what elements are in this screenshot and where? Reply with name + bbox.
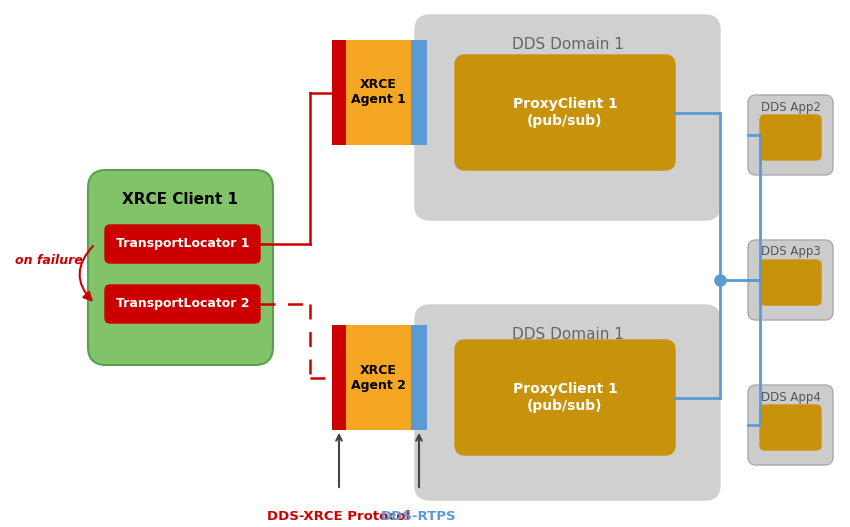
FancyBboxPatch shape	[760, 260, 821, 305]
Text: on failure: on failure	[15, 253, 82, 267]
Bar	[346, 40, 411, 145]
Bar	[411, 325, 427, 430]
FancyBboxPatch shape	[105, 225, 260, 263]
Text: ProxyClient 1
(pub/sub): ProxyClient 1 (pub/sub)	[513, 383, 617, 413]
Text: DDS-XRCE Protocol: DDS-XRCE Protocol	[268, 510, 411, 523]
Text: XRCE Client 1: XRCE Client 1	[122, 192, 239, 207]
FancyBboxPatch shape	[760, 405, 821, 450]
Bar	[332, 40, 346, 145]
Text: DDS Domain 1: DDS Domain 1	[512, 37, 623, 52]
Text: DDS App2: DDS App2	[761, 101, 820, 113]
FancyBboxPatch shape	[105, 285, 260, 323]
Bar	[346, 325, 411, 430]
FancyBboxPatch shape	[748, 240, 833, 320]
FancyBboxPatch shape	[455, 55, 675, 170]
FancyArrowPatch shape	[80, 246, 93, 300]
Text: XRCE
Agent 1: XRCE Agent 1	[351, 79, 406, 106]
Text: DDS App4: DDS App4	[761, 391, 820, 404]
Text: DDS Domain 1: DDS Domain 1	[512, 327, 623, 342]
Text: XRCE
Agent 2: XRCE Agent 2	[351, 364, 406, 392]
FancyBboxPatch shape	[415, 15, 720, 220]
FancyBboxPatch shape	[88, 170, 273, 365]
Text: DDS App3: DDS App3	[761, 246, 820, 259]
FancyBboxPatch shape	[748, 95, 833, 175]
Text: DDS-RTPS: DDS-RTPS	[381, 510, 456, 523]
Text: TransportLocator 2: TransportLocator 2	[116, 298, 249, 310]
FancyBboxPatch shape	[760, 115, 821, 160]
Bar	[332, 325, 346, 430]
Text: ProxyClient 1
(pub/sub): ProxyClient 1 (pub/sub)	[513, 97, 617, 128]
FancyBboxPatch shape	[748, 385, 833, 465]
FancyBboxPatch shape	[455, 340, 675, 455]
Bar	[411, 40, 427, 145]
FancyBboxPatch shape	[415, 305, 720, 500]
Text: TransportLocator 1: TransportLocator 1	[116, 238, 249, 250]
